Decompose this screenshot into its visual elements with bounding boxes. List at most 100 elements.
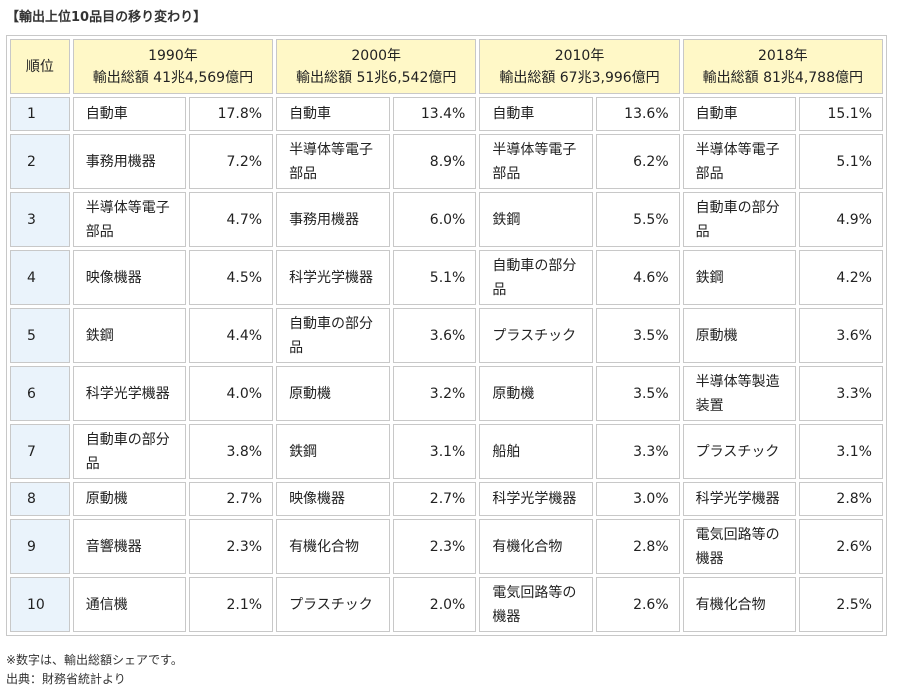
item-cell: 自動車 xyxy=(479,97,593,131)
share-cell: 2.5% xyxy=(799,577,883,632)
item-cell: 通信機 xyxy=(72,577,187,632)
item-cell: 音響機器 xyxy=(72,519,187,574)
item-cell: 科学光学機器 xyxy=(276,250,390,305)
share-cell: 5.5% xyxy=(595,192,680,247)
period-total: 輸出総額 51兆6,542億円 xyxy=(296,69,457,86)
share-cell: 3.5% xyxy=(595,308,680,363)
period-total: 輸出総額 41兆4,569億円 xyxy=(92,69,254,86)
share-cell: 4.4% xyxy=(189,308,274,363)
share-cell: 3.6% xyxy=(392,308,477,363)
table-row: 4 映像機器 4.5% 科学光学機器 5.1% 自動車の部分品 4.6% 鉄鋼 4.2% xyxy=(10,250,883,305)
item-cell: 半導体等電子部品 xyxy=(276,134,390,189)
item-cell: 半導体等電子部品 xyxy=(682,134,797,189)
share-cell: 6.2% xyxy=(595,134,680,189)
share-cell: 3.8% xyxy=(189,424,274,479)
share-cell: 3.2% xyxy=(392,366,477,421)
share-cell: 3.3% xyxy=(595,424,680,479)
item-cell: 事務用機器 xyxy=(276,192,390,247)
item-cell: 自動車 xyxy=(682,97,797,131)
share-cell: 17.8% xyxy=(189,97,274,131)
item-cell: 鉄鋼 xyxy=(479,192,593,247)
period-total: 輸出総額 81兆4,788億円 xyxy=(702,69,863,86)
share-note: ※数字は、輸出総額シェアです。 xyxy=(6,653,183,667)
share-cell: 8.9% xyxy=(392,134,477,189)
rank-cell: 9 xyxy=(10,519,70,574)
export-ranking-table: 順位 1990年 輸出総額 41兆4,569億円 2000年 輸出総額 51兆6,5… xyxy=(6,35,887,636)
item-cell: 鉄鋼 xyxy=(72,308,187,363)
item-cell: 船舶 xyxy=(479,424,593,479)
share-cell: 2.6% xyxy=(595,577,680,632)
share-cell: 4.6% xyxy=(595,250,680,305)
share-cell: 2.6% xyxy=(799,519,883,574)
item-cell: 半導体等製造装置 xyxy=(682,366,797,421)
share-cell: 15.1% xyxy=(799,97,883,131)
rank-cell: 4 xyxy=(10,250,70,305)
share-cell: 3.1% xyxy=(392,424,477,479)
period-header: 2000年 輸出総額 51兆6,542億円 xyxy=(276,39,477,94)
item-cell: 原動機 xyxy=(682,308,797,363)
period-header: 1990年 輸出総額 41兆4,569億円 xyxy=(72,39,274,94)
table-row: 9 音響機器 2.3% 有機化合物 2.3% 有機化合物 2.8% 電気回路等の機器 2.6% xyxy=(10,519,883,574)
item-cell: 原動機 xyxy=(479,366,593,421)
share-cell: 4.0% xyxy=(189,366,274,421)
period-year: 2010年 xyxy=(554,47,605,64)
item-cell: 鉄鋼 xyxy=(682,250,797,305)
item-cell: 電気回路等の機器 xyxy=(682,519,797,574)
share-cell: 4.7% xyxy=(189,192,274,247)
item-cell: プラスチック xyxy=(479,308,593,363)
item-cell: 原動機 xyxy=(276,366,390,421)
table-row: 10 通信機 2.1% プラスチック 2.0% 電気回路等の機器 2.6% 有機化合物 2.5% xyxy=(10,577,883,632)
header-row: 順位 1990年 輸出総額 41兆4,569億円 2000年 輸出総額 51兆6,5… xyxy=(10,39,883,94)
item-cell: 有機化合物 xyxy=(276,519,390,574)
period-year: 2018年 xyxy=(758,47,808,64)
share-cell: 2.0% xyxy=(392,577,477,632)
item-cell: 鉄鋼 xyxy=(276,424,390,479)
share-cell: 3.6% xyxy=(799,308,883,363)
rank-header: 順位 xyxy=(10,39,70,94)
period-header: 2018年輸出総額 81兆4,788億円 xyxy=(682,39,883,94)
share-cell: 13.6% xyxy=(595,97,680,131)
item-cell: 映像機器 xyxy=(276,482,390,516)
share-cell: 3.3% xyxy=(799,366,883,421)
item-cell: 有機化合物 xyxy=(682,577,797,632)
table-title: 【輸出上位10品目の移り変わり】 xyxy=(6,10,207,25)
item-cell: 自動車の部分品 xyxy=(682,192,797,247)
item-cell: プラスチック xyxy=(682,424,797,479)
share-cell: 4.2% xyxy=(799,250,883,305)
share-cell: 4.9% xyxy=(799,192,883,247)
item-cell: プラスチック xyxy=(276,577,390,632)
rank-cell: 5 xyxy=(10,308,70,363)
item-cell: 半導体等電子部品 xyxy=(72,192,187,247)
item-cell: 科学光学機器 xyxy=(479,482,593,516)
share-cell: 3.5% xyxy=(595,366,680,421)
table-row: 7 自動車の部分品 3.8% 鉄鋼 3.1% 船舶 3.3% プラスチック 3.1% xyxy=(10,424,883,479)
share-cell: 5.1% xyxy=(392,250,477,305)
item-cell: 事務用機器 xyxy=(72,134,187,189)
item-cell: 有機化合物 xyxy=(479,519,593,574)
footnotes: ※数字は、輸出総額シェアです。 出典：財務省統計より xyxy=(6,651,183,689)
share-cell: 2.1% xyxy=(189,577,274,632)
item-cell: 自動車 xyxy=(276,97,390,131)
table-row: 3 半導体等電子部品 4.7% 事務用機器 6.0% 鉄鋼 5.5% 自動車の部分品 4.9% xyxy=(10,192,883,247)
share-cell: 5.1% xyxy=(799,134,883,189)
table-row: 5 鉄鋼 4.4% 自動車の部分品 3.6% プラスチック 3.5% 原動機 3.6% xyxy=(10,308,883,363)
table-row: 8 原動機 2.7% 映像機器 2.7% 科学光学機器 3.0% 科学光学機器 2.8% xyxy=(10,482,883,516)
rank-cell: 1 xyxy=(10,97,70,131)
share-cell: 2.3% xyxy=(189,519,274,574)
rank-cell: 6 xyxy=(10,366,70,421)
share-cell: 2.7% xyxy=(189,482,274,516)
item-cell: 科学光学機器 xyxy=(682,482,797,516)
item-cell: 自動車の部分品 xyxy=(72,424,187,479)
share-cell: 7.2% xyxy=(189,134,274,189)
item-cell: 自動車の部分品 xyxy=(276,308,390,363)
rank-cell: 10 xyxy=(10,577,70,632)
period-total: 輸出総額 67兆3,996億円 xyxy=(499,69,660,86)
share-cell: 2.3% xyxy=(392,519,477,574)
table-row: 2 事務用機器 7.2% 半導体等電子部品 8.9% 半導体等電子部品 6.2% 半導体等電子… xyxy=(10,134,883,189)
rank-cell: 7 xyxy=(10,424,70,479)
share-cell: 4.5% xyxy=(189,250,274,305)
share-cell: 13.4% xyxy=(392,97,477,131)
item-cell: 半導体等電子部品 xyxy=(479,134,593,189)
table-row: 6 科学光学機器 4.0% 原動機 3.2% 原動機 3.5% 半導体等製造装置 3.3% xyxy=(10,366,883,421)
item-cell: 自動車の部分品 xyxy=(479,250,593,305)
